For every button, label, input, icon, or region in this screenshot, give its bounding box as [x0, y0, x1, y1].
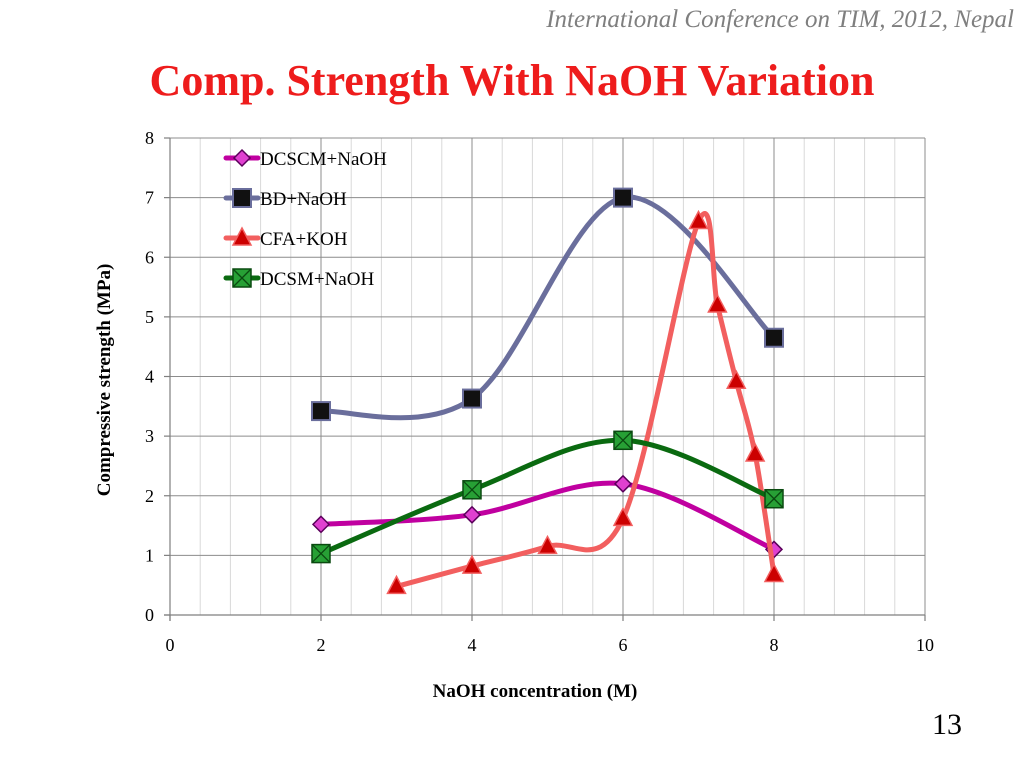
y-axis-title: Compressive strength (MPa)	[94, 264, 115, 497]
data-point-cfa-koh	[707, 293, 728, 313]
series-line-dcsm-naoh	[318, 437, 777, 557]
y-tick-label: 4	[145, 367, 154, 387]
marker-square	[232, 188, 252, 208]
marker-diamond	[462, 505, 482, 524]
marker-diamond	[613, 474, 633, 493]
marker-box-cross	[462, 480, 482, 500]
marker-box-cross	[311, 544, 331, 564]
marker-diamond	[232, 148, 252, 168]
x-axis-title: NaOH concentration (M)	[433, 681, 638, 702]
legend: DCSCM+NaOH BD+NaOH CFA+KOH DCSM+NaOH	[223, 148, 387, 290]
legend-label: DCSM+NaOH	[260, 269, 374, 290]
data-point-cfa-koh	[537, 534, 558, 555]
legend-label: BD+NaOH	[260, 189, 347, 210]
y-tick-label: 6	[145, 247, 154, 267]
marker-triangle	[386, 574, 407, 595]
tick-labels: 0 2 4 6 8 10 0 1 2 3 4 5 6 7 8	[145, 128, 934, 655]
y-tick-label: 8	[145, 128, 154, 148]
series-line-cfa-koh	[394, 210, 777, 589]
x-tick-label: 10	[916, 635, 934, 655]
legend-label: DCSCM+NaOH	[260, 149, 387, 170]
data-point-dcscm-naoh	[613, 474, 633, 493]
legend-item-cfa-koh: CFA+KOH	[223, 226, 348, 250]
legend-item-dcscm-naoh: DCSCM+NaOH	[223, 148, 387, 170]
series-dcsm-naoh	[311, 430, 784, 564]
data-point-dcscm-naoh	[462, 505, 482, 524]
data-point-bd-naoh	[462, 388, 482, 409]
data-point-dcsm-naoh	[462, 480, 482, 500]
marker-triangle	[744, 442, 766, 462]
data-point-bd-naoh	[764, 327, 784, 348]
data-point-cfa-koh	[763, 562, 785, 583]
x-tick-label: 6	[619, 635, 628, 655]
marker-triangle	[688, 209, 709, 230]
marker-diamond	[311, 515, 331, 534]
marker-triangle	[537, 534, 558, 555]
series-dcscm-naoh	[311, 474, 784, 559]
y-tick-label: 3	[145, 426, 154, 446]
legend-item-dcsm-naoh: DCSM+NaOH	[223, 268, 374, 290]
legend-swatch-marker	[232, 148, 252, 168]
marker-box-cross	[232, 268, 252, 288]
marker-square	[311, 401, 331, 422]
data-point-cfa-koh	[744, 442, 766, 462]
data-point-cfa-koh	[688, 209, 709, 230]
x-tick-label: 4	[468, 635, 477, 655]
x-tick-label: 2	[317, 635, 326, 655]
x-tick-label: 0	[166, 635, 175, 655]
marker-square	[764, 327, 784, 348]
data-point-cfa-koh	[726, 369, 747, 390]
y-tick-label: 2	[145, 486, 154, 506]
data-point-bd-naoh	[311, 401, 331, 422]
marker-square	[462, 388, 482, 409]
data-point-dcsm-naoh	[613, 430, 633, 451]
axes	[164, 137, 926, 621]
marker-triangle	[612, 506, 634, 527]
marker-triangle	[763, 562, 785, 583]
data-point-bd-naoh	[613, 187, 633, 208]
slide-title: Comp. Strength With NaOH Variation	[149, 56, 875, 105]
x-tick-label: 8	[770, 635, 779, 655]
data-point-cfa-koh	[612, 506, 634, 527]
marker-box-cross	[613, 430, 633, 450]
marker-triangle	[726, 369, 747, 390]
marker-box-cross	[764, 489, 784, 509]
data-point-cfa-koh	[386, 574, 407, 595]
series-layer	[311, 187, 785, 595]
data-point-cfa-koh	[461, 554, 483, 574]
data-point-dcscm-naoh	[311, 515, 331, 534]
marker-triangle	[707, 293, 728, 313]
legend-swatch-marker	[232, 188, 252, 208]
marker-square	[613, 187, 633, 208]
data-point-dcsm-naoh	[311, 543, 331, 564]
y-tick-label: 5	[145, 307, 154, 327]
legend-swatch-marker	[232, 268, 252, 288]
data-point-dcsm-naoh	[764, 488, 784, 509]
series-cfa-koh	[386, 209, 785, 595]
series-line-dcscm-naoh	[318, 480, 777, 552]
legend-item-bd-naoh: BD+NaOH	[223, 188, 347, 210]
conference-header: International Conference on TIM, 2012, N…	[546, 6, 1014, 33]
marker-triangle	[231, 226, 253, 246]
y-tick-label: 0	[145, 605, 154, 625]
y-tick-label: 1	[145, 545, 154, 565]
y-tick-label: 7	[145, 188, 154, 208]
legend-swatch-marker	[231, 226, 253, 246]
legend-label: CFA+KOH	[260, 229, 348, 250]
page-number: 13	[932, 708, 962, 741]
marker-triangle	[461, 554, 483, 574]
